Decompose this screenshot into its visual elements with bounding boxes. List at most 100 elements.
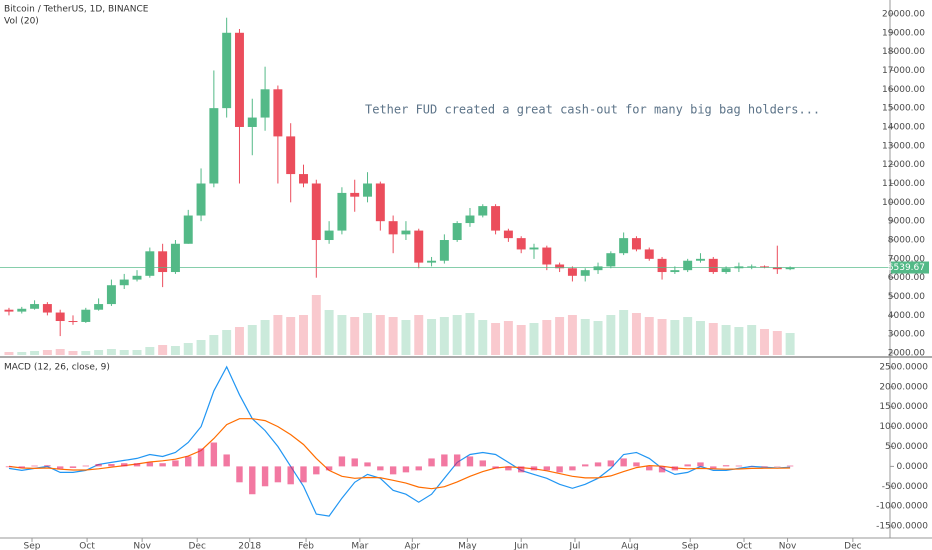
candle-body [4, 309, 14, 312]
macd-histogram-bar [710, 466, 717, 469]
y-tick-label: 19000.00 [882, 28, 925, 38]
candle-body [324, 230, 334, 241]
candle-body [644, 249, 654, 259]
volume-bar [388, 317, 398, 355]
x-tick-label: Dec [844, 542, 861, 550]
volume-bar [299, 315, 308, 355]
candle-body [695, 258, 705, 261]
candle-body [170, 243, 180, 273]
y-tick-label: -500.0000 [882, 482, 928, 492]
macd-histogram-bar [633, 462, 640, 467]
macd-histogram-bar [108, 464, 115, 467]
y-tick-label: 17000.00 [882, 66, 925, 76]
volume-bar [30, 351, 40, 355]
macd-histogram-bar [56, 466, 64, 469]
y-tick-label: 7000.00 [888, 254, 925, 264]
candle-body [196, 183, 206, 216]
x-tick-label: Sep [24, 542, 41, 550]
volume-bar [772, 331, 782, 355]
macd-histogram-bar [172, 460, 179, 467]
macd-histogram-bar [530, 466, 538, 471]
candle-body [555, 264, 565, 269]
candle-body [516, 238, 526, 250]
macd-histogram-bar [607, 460, 615, 467]
volume-bar [619, 310, 629, 355]
y-tick-label: 10000.00 [882, 198, 925, 208]
volume-bar [42, 350, 52, 355]
macd-histogram-bar [453, 454, 461, 467]
y-tick-label: 500.0000 [885, 442, 928, 452]
candle-body [631, 238, 641, 250]
volume-bar [427, 319, 437, 355]
candle-body [311, 183, 321, 241]
x-tick-label: Nov [779, 542, 797, 550]
candle-body [247, 117, 257, 127]
candle-body [337, 192, 347, 231]
volume-bar [695, 321, 705, 355]
volume-bar [721, 325, 731, 355]
x-tick-label: Jul [569, 542, 581, 550]
volume-bar [414, 315, 424, 355]
candle-body [439, 240, 449, 261]
candle-body [580, 270, 590, 276]
candle-body [350, 192, 360, 197]
macd-histogram-bar [377, 466, 384, 471]
x-tick-label: Apr [405, 542, 421, 550]
candle-body [299, 174, 308, 184]
volume-bar [17, 352, 27, 355]
x-tick-label: Nov [133, 542, 151, 550]
x-tick-label: Oct [79, 542, 95, 550]
candle-body [106, 285, 116, 305]
volume-bar [209, 335, 219, 355]
candle-body [273, 89, 283, 137]
candle-body [388, 221, 398, 235]
x-tick-label: Sep [682, 542, 699, 550]
volume-bar [785, 333, 795, 355]
macd-histogram-bar [364, 462, 371, 467]
candle-body [478, 206, 488, 216]
macd-histogram-bar [300, 466, 307, 483]
candle-body [657, 258, 667, 273]
macd-histogram-bar [44, 465, 51, 467]
volume-bar [593, 321, 603, 355]
y-tick-label: 15000.00 [882, 104, 925, 114]
candle-body [606, 253, 616, 267]
volume-bar [132, 350, 142, 355]
macd-histogram-bar [159, 463, 166, 467]
candle-body [593, 266, 603, 271]
candle-body [183, 215, 193, 244]
volume-bar [94, 350, 104, 355]
candle-body [286, 136, 296, 175]
volume-bar [375, 315, 385, 355]
y-tick-label: 2000.00 [888, 349, 925, 359]
macd-histogram-bar [658, 466, 666, 473]
macd-histogram-bar [18, 466, 25, 468]
y-tick-label: 11000.00 [882, 179, 925, 189]
y-tick-label: 1000.0000 [879, 422, 928, 432]
macd-histogram-bar [287, 466, 294, 485]
volume-bar [491, 323, 501, 355]
y-tick-label: 5000.00 [888, 292, 925, 302]
volume-bar [580, 319, 590, 355]
macd-histogram-bar [325, 466, 333, 471]
volume-bar [68, 351, 78, 355]
candle-body [401, 230, 411, 235]
macd-histogram-bar [735, 465, 743, 467]
volume-bar [734, 327, 744, 355]
x-tick-label: Feb [298, 542, 314, 550]
candle-body [670, 270, 680, 273]
macd-histogram-bar [351, 458, 358, 467]
volume-bar [363, 313, 373, 355]
candle-body [81, 309, 91, 322]
macd-histogram-bar [697, 462, 704, 467]
candle-body [119, 279, 129, 286]
candle-body [683, 260, 693, 271]
volume-bar [350, 317, 360, 355]
candle-body [234, 32, 244, 127]
macd-histogram-bar [543, 466, 551, 471]
volume-bar [324, 310, 334, 355]
candle-body [567, 268, 577, 276]
macd-histogram-bar [569, 466, 576, 471]
candle-body [30, 304, 40, 309]
